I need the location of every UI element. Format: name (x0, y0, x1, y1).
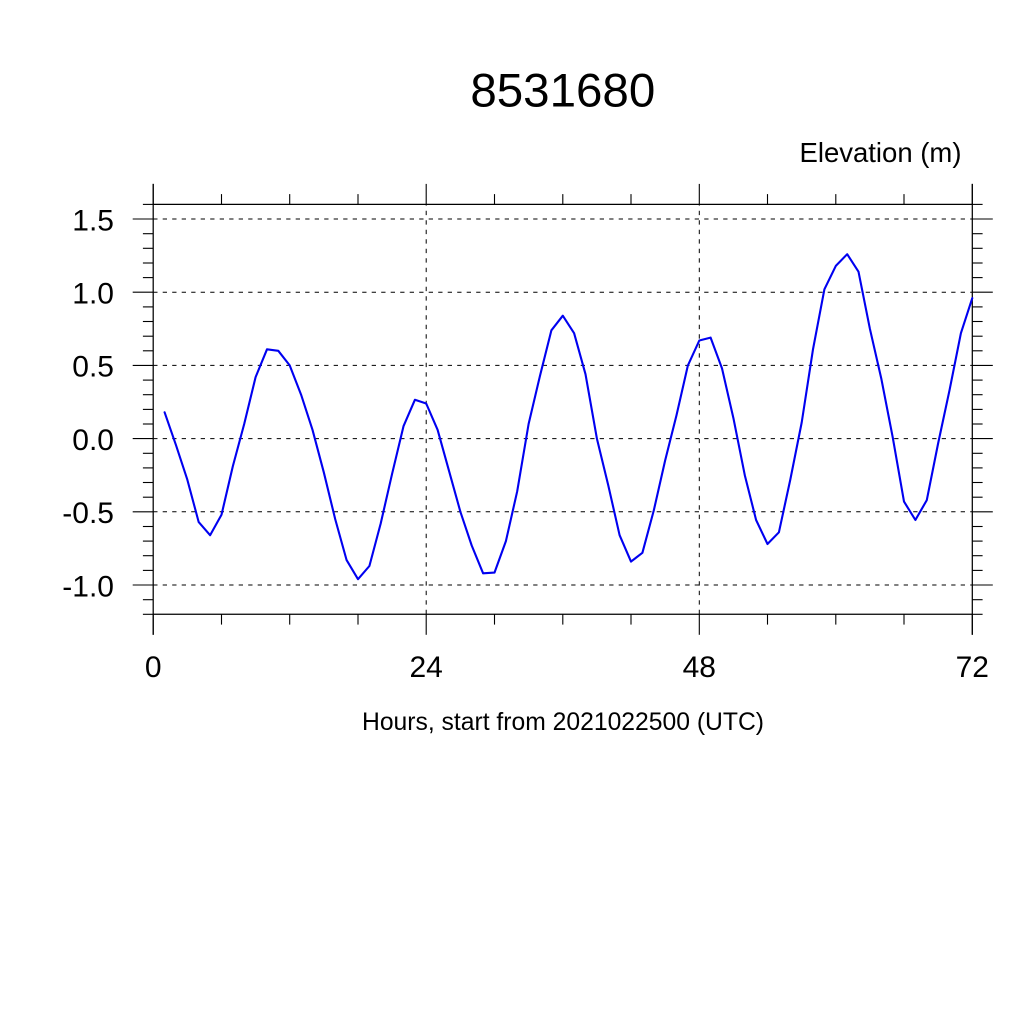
svg-text:0: 0 (145, 651, 162, 684)
svg-text:0.0: 0.0 (72, 424, 114, 457)
svg-text:1.0: 1.0 (72, 278, 114, 311)
svg-text:8531680: 8531680 (470, 65, 655, 118)
svg-text:Hours, start from 2021022500 (: Hours, start from 2021022500 (UTC) (362, 709, 764, 736)
svg-text:48: 48 (683, 651, 716, 684)
svg-text:-0.5: -0.5 (62, 497, 114, 530)
svg-text:24: 24 (410, 651, 443, 684)
svg-text:72: 72 (956, 651, 989, 684)
svg-text:-1.0: -1.0 (62, 570, 114, 603)
svg-text:Elevation (m): Elevation (m) (800, 137, 962, 168)
svg-text:1.5: 1.5 (72, 204, 114, 237)
svg-text:0.5: 0.5 (72, 351, 114, 384)
